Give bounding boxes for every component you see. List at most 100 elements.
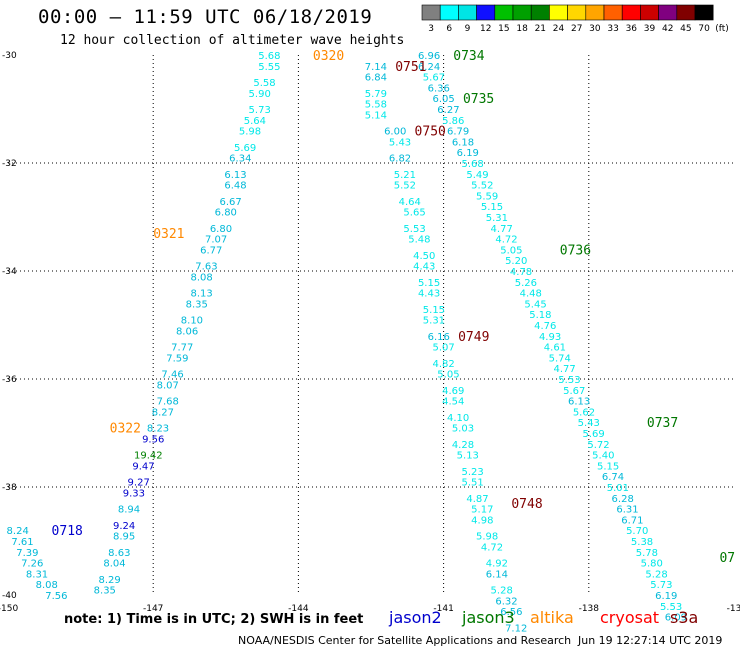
pass-time-label: 0321 bbox=[153, 227, 184, 242]
swh-value-jason3: 6.13 bbox=[568, 397, 590, 408]
colorbar-swatch bbox=[621, 4, 641, 21]
swh-value-jason3: 6.31 bbox=[616, 505, 638, 516]
chart-title: 00:00 – 11:59 UTC 06/18/2019 bbox=[38, 6, 373, 28]
colorbar-tick: 15 bbox=[498, 24, 509, 34]
swh-value-s3a: 4.43 bbox=[418, 289, 440, 300]
swh-value-s3a: 4.69 bbox=[442, 386, 464, 397]
swh-value-jason3: 4.76 bbox=[534, 321, 556, 332]
x-tick-label: -141 bbox=[433, 604, 453, 614]
colorbar-tick: 12 bbox=[480, 24, 491, 34]
swh-value-s3a: 5.15 bbox=[418, 278, 440, 289]
swh-value-jason3: 5.67 bbox=[563, 386, 585, 397]
swh-value-jason3: 6.09 bbox=[665, 613, 687, 624]
swh-value-altika: 7.07 bbox=[205, 235, 227, 246]
swh-value-jason2: 8.31 bbox=[26, 569, 48, 580]
swh-value-altika: 7.63 bbox=[195, 262, 217, 273]
swh-value-jason3: 5.59 bbox=[476, 191, 498, 202]
swh-value-jason2: 7.26 bbox=[21, 559, 43, 570]
swh-value-jason3: 6.71 bbox=[621, 515, 643, 526]
swh-value-jason2: 9.33 bbox=[123, 488, 145, 499]
swh-value-jason2: 7.56 bbox=[45, 591, 67, 602]
colorbar-tick: 6 bbox=[446, 24, 452, 34]
swh-value-s3a: 5.14 bbox=[365, 110, 387, 121]
swh-value-s3a: 4.54 bbox=[442, 397, 464, 408]
swh-value-altika: 5.64 bbox=[244, 116, 266, 127]
swh-value-s3a: 4.98 bbox=[471, 515, 493, 526]
swh-value-altika: 6.80 bbox=[210, 224, 232, 235]
swh-value-s3a: 7.12 bbox=[505, 623, 527, 634]
swh-value-jason3: 5.01 bbox=[607, 483, 629, 494]
swh-value-altika: 7.68 bbox=[157, 397, 179, 408]
swh-value-s3a: 4.82 bbox=[432, 359, 454, 370]
swh-value-s3a: 4.43 bbox=[413, 262, 435, 273]
swh-value-s3a: 6.16 bbox=[428, 332, 450, 343]
swh-value-jason3: 5.26 bbox=[515, 278, 537, 289]
swh-value-jason3: 5.72 bbox=[587, 440, 609, 451]
colorbar-swatch bbox=[567, 4, 587, 21]
swh-value-altika: 8.06 bbox=[176, 326, 198, 337]
swh-value-s3a: 5.28 bbox=[491, 586, 513, 597]
swh-value-jason3: 6.96 bbox=[418, 51, 440, 62]
swh-value-jason3: 5.62 bbox=[573, 407, 595, 418]
swh-value-jason3: 5.40 bbox=[592, 451, 614, 462]
colorbar-swatch bbox=[658, 4, 678, 21]
swh-value-altika: 8.07 bbox=[157, 380, 179, 391]
swh-value-altika: 5.58 bbox=[253, 78, 275, 89]
pass-time-label: 0751 bbox=[395, 60, 426, 75]
swh-value-s3a: 5.23 bbox=[462, 467, 484, 478]
swh-value-jason3: 6.05 bbox=[432, 94, 454, 105]
swh-value-s3a: 6.00 bbox=[384, 127, 406, 138]
swh-value-s3a: 5.15 bbox=[423, 305, 445, 316]
swh-value-altika: 5.98 bbox=[239, 127, 261, 138]
footer-credit: NOAA/NESDIS Center for Satellite Applica… bbox=[238, 634, 572, 647]
swh-value-s3a: 6.32 bbox=[495, 596, 517, 607]
colorbar-tick: 30 bbox=[589, 24, 601, 34]
pass-time-label: 0735 bbox=[463, 92, 494, 107]
swh-value-s3a: 4.50 bbox=[413, 251, 435, 262]
colorbar-tick: 39 bbox=[644, 24, 656, 34]
swh-value-jason2: 7.39 bbox=[16, 548, 38, 559]
pass-time-label: 0736 bbox=[560, 243, 591, 258]
legend-altika: altika bbox=[530, 608, 574, 627]
swh-value-jason3: 5.53 bbox=[558, 375, 580, 386]
swh-value-jason3: 5.67 bbox=[423, 73, 445, 84]
pass-time-label: 0718 bbox=[52, 524, 83, 539]
swh-value-altika: 7.59 bbox=[166, 353, 188, 364]
swh-value-altika: 8.35 bbox=[186, 299, 208, 310]
swh-value-jason2: 9.27 bbox=[128, 478, 150, 489]
swh-value-jason3: 4.93 bbox=[539, 332, 561, 343]
colorbar-swatch bbox=[640, 4, 659, 21]
swh-value-altika: 5.90 bbox=[249, 89, 271, 100]
footer-timestamp: Jun 19 12:27:14 UTC 2019 bbox=[578, 634, 723, 647]
colorbar-swatch bbox=[603, 4, 623, 21]
swh-value-s3a: 6.56 bbox=[500, 607, 522, 618]
pass-time-label: 0749 bbox=[458, 330, 489, 345]
swh-value-altika: 6.13 bbox=[224, 170, 246, 181]
y-tick-label: -30 bbox=[2, 51, 17, 61]
swh-value-s3a: 6.82 bbox=[389, 154, 411, 165]
swh-value-altika: 8.27 bbox=[152, 407, 174, 418]
x-tick-label: -144 bbox=[288, 604, 309, 614]
colorbar-swatch bbox=[512, 4, 532, 21]
swh-value-s3a: 5.03 bbox=[452, 424, 474, 435]
legend-s3a: s3a bbox=[670, 608, 699, 627]
x-tick-label: -147 bbox=[143, 604, 163, 614]
swh-value-jason3: 4.61 bbox=[544, 343, 566, 354]
swh-value-jason2: 9.47 bbox=[132, 461, 154, 472]
swh-value-jason2: 8.04 bbox=[103, 559, 125, 570]
swh-value-jason3: 6.18 bbox=[452, 137, 474, 148]
swh-value-jason3: 5.70 bbox=[626, 526, 648, 537]
swh-value-altika: 7.46 bbox=[161, 370, 183, 381]
swh-value-s3a: 5.51 bbox=[462, 478, 484, 489]
swh-value-s3a: 5.79 bbox=[365, 89, 387, 100]
swh-value-jason2: 8.94 bbox=[118, 505, 140, 516]
pass-time-label: 0734 bbox=[453, 49, 484, 64]
swh-value-jason2: 8.95 bbox=[113, 532, 135, 543]
swh-value-altika: 6.80 bbox=[215, 208, 237, 219]
x-tick-label: -138 bbox=[579, 604, 600, 614]
swh-value-s3a: 4.28 bbox=[452, 440, 474, 451]
colorbar-tick: 9 bbox=[465, 24, 471, 34]
colorbar-tick: 3 bbox=[428, 24, 434, 34]
swh-value-jason3: 6.79 bbox=[447, 127, 469, 138]
